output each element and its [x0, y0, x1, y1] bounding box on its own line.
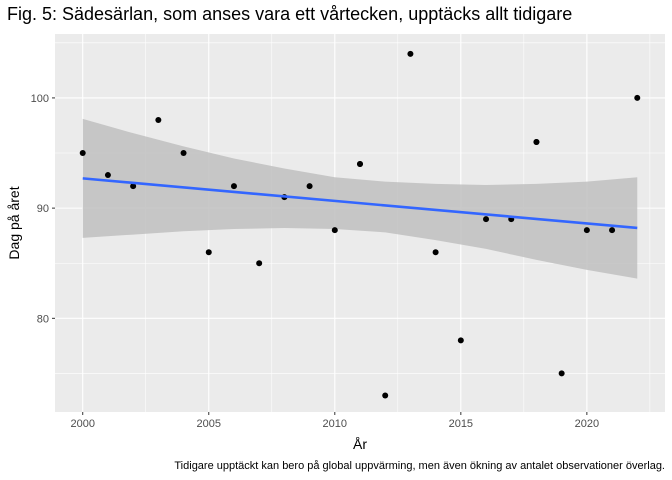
data-point: [558, 370, 565, 377]
y-tick-label: 100: [31, 93, 49, 105]
data-points: [79, 50, 641, 399]
chart-title: Fig. 5: Sädesärlan, som anses vara ett v…: [7, 4, 572, 24]
data-point: [609, 227, 616, 234]
x-tick-label: 2020: [575, 418, 599, 430]
data-point: [104, 172, 111, 179]
data-point: [483, 216, 490, 223]
data-point: [583, 227, 590, 234]
data-point: [155, 116, 162, 123]
x-axis: 2000 2005 2010 2015 2020: [70, 412, 599, 430]
x-tick-label: 2000: [70, 418, 94, 430]
data-point: [382, 392, 389, 399]
data-point: [634, 94, 641, 101]
trend-line: [82, 177, 638, 230]
data-point: [180, 150, 187, 157]
data-point: [205, 249, 212, 256]
x-tick-label: 2005: [197, 418, 221, 430]
data-point: [407, 50, 414, 57]
data-point: [79, 150, 86, 157]
data-point: [306, 183, 313, 190]
data-point: [256, 260, 263, 267]
chart-caption: Tidigare upptäckt kan bero på global upp…: [174, 460, 665, 472]
data-point: [357, 161, 363, 168]
data-point: [130, 183, 137, 190]
y-tick-label: 90: [37, 203, 49, 215]
y-tick-label: 80: [37, 313, 49, 325]
data-point: [432, 249, 439, 256]
data-point: [457, 337, 464, 344]
x-axis-title: År: [353, 436, 367, 452]
y-axis-title: Dag på året: [6, 186, 22, 259]
x-tick-label: 2015: [449, 418, 473, 430]
confidence-band: [82, 118, 638, 279]
y-axis: 80 90 100: [31, 93, 55, 325]
data-point: [331, 227, 338, 234]
data-point: [230, 183, 237, 190]
data-point: [533, 139, 540, 145]
x-tick-label: 2010: [323, 418, 347, 430]
